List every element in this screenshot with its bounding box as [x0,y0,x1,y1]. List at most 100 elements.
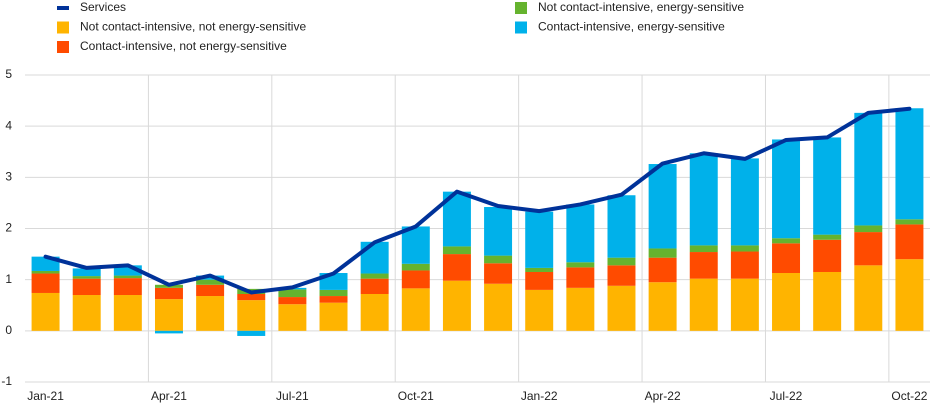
bar-segment [278,304,307,331]
legend-label: Not contact-intensive, not energy-sensit… [80,20,306,34]
bar-segment [442,246,471,255]
legend-label: Contact-intensive, energy-sensitive [538,20,725,34]
bar-segment [196,296,225,331]
legend-swatch [57,41,69,53]
x-tick-label: Oct-22 [891,389,927,403]
x-tick-label: Jul-22 [770,389,803,403]
bar-segment [772,238,801,244]
bar-segment [278,289,307,298]
legend-swatch [515,2,527,14]
bar-segment [237,300,266,331]
bar-segment [113,295,142,331]
bar-segment [484,255,513,264]
x-tick-label: Jan-21 [27,389,64,403]
bar-segment [730,158,759,246]
bar-segment [895,224,924,260]
bar-segment [895,219,924,225]
y-tick-label: 1 [5,272,12,286]
bar-segment [278,297,307,305]
bar-segment [854,232,883,266]
bar-segment [154,287,183,300]
bar-segment [813,234,842,240]
bar-segment [442,280,471,331]
y-tick-label: 0 [5,323,12,337]
bar-segment [113,265,142,276]
y-tick-label: 2 [5,221,12,235]
bar-segment [72,295,101,331]
bar-segment [772,273,801,331]
legend-label: Not contact-intensive, energy-sensitive [538,0,744,14]
bar-segment [566,204,595,263]
bar-segment [607,257,636,266]
bar-segment [689,278,718,331]
bar-segment [689,252,718,279]
bar-segment [31,273,60,293]
legend-label: Contact-intensive, not energy-sensitive [80,39,287,53]
bar-segment [196,284,225,297]
bar-segment [360,273,389,279]
bar-segment [813,137,842,235]
bar-segment [607,195,636,258]
bar-segment [689,153,718,246]
bar-segment [813,239,842,272]
bar-segment [607,285,636,331]
bar-segment [360,293,389,331]
bar-segment [525,267,554,272]
y-tick-label: -1 [1,374,12,388]
bar-segment [72,268,101,277]
bar-segment [319,302,348,331]
bar-segment [154,299,183,331]
bar-segment [196,279,225,285]
line [43,106,912,295]
bar-segment [854,112,883,226]
bar-segment [525,289,554,331]
bar-segment [772,139,801,239]
legend-swatch [57,6,69,10]
bar-segment [566,267,595,288]
bar-segment [319,289,348,297]
x-tick-label: Oct-21 [398,389,434,403]
bar-segment [525,211,554,268]
bar-segment [154,330,183,334]
bar-segment [895,259,924,331]
bar-segment [31,270,60,274]
bar-segment [484,263,513,284]
bar-segment [360,278,389,294]
bar-segment [72,276,101,279]
bar-segment [730,251,759,279]
bar-segment [772,243,801,274]
bar-segment [113,275,142,279]
bar-segment [730,245,759,252]
bar-segment [648,164,677,249]
x-tick-label: Jul-21 [276,389,309,403]
bar-segment [442,254,471,281]
y-tick-label: 3 [5,170,12,184]
bar-segment [484,207,513,256]
bar-segment [401,226,430,264]
bar-segment [648,282,677,331]
bar-segment [813,271,842,331]
bar-segment [689,245,718,253]
bar-segment [319,296,348,303]
x-tick-label: Apr-21 [151,389,187,403]
y-tick-label: 5 [5,67,12,81]
bar-segment [113,278,142,296]
bar-segment [237,293,266,301]
y-tick-label: 4 [5,118,12,132]
bar-segment [360,241,389,274]
bar-segment [401,288,430,331]
bar-segment [854,225,883,233]
bar-segment [854,265,883,331]
bar-segment [525,271,554,290]
bar-segment [566,262,595,268]
bar-segment [648,248,677,258]
x-tick-label: Apr-22 [645,389,681,403]
bar-segment [401,270,430,289]
x-tick-label: Jan-22 [521,389,558,403]
bar-segment [237,330,266,336]
bar-segment [730,278,759,331]
bar-segment [607,265,636,286]
bar-segment [72,278,101,296]
bar-segment [648,257,677,283]
